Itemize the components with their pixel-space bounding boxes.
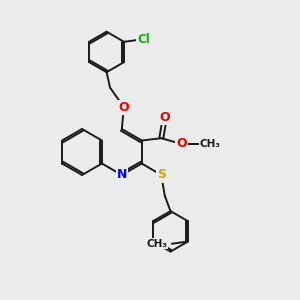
Text: O: O bbox=[159, 112, 170, 124]
Text: S: S bbox=[157, 169, 166, 182]
Text: O: O bbox=[118, 101, 129, 114]
Text: N: N bbox=[117, 169, 127, 182]
Text: CH₃: CH₃ bbox=[200, 139, 221, 149]
Text: O: O bbox=[176, 137, 187, 150]
Text: CH₃: CH₃ bbox=[146, 239, 167, 249]
Text: Cl: Cl bbox=[137, 33, 150, 46]
